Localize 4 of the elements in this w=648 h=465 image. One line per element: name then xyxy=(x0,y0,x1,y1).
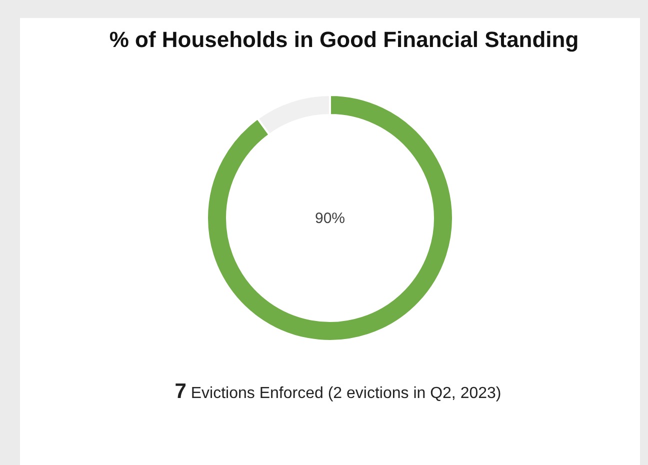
donut-slice xyxy=(206,94,454,342)
text: 7 Evictions Enforced (2 evictions in Q2, 2023) xyxy=(174,380,502,404)
chart-title: % of Households in Good Financial Standing xyxy=(109,27,579,52)
data-label: 90% xyxy=(314,210,346,227)
